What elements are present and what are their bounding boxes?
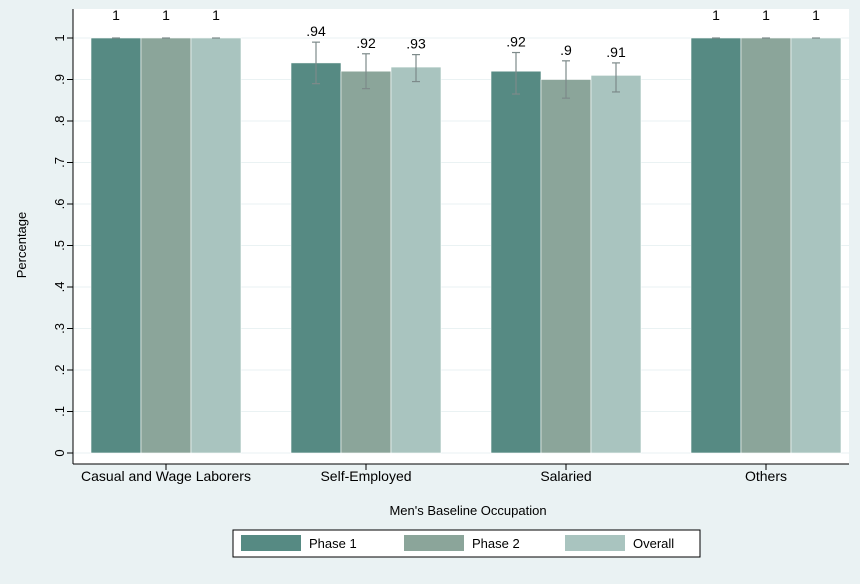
data-label: 1 — [212, 7, 220, 23]
error-bar — [612, 62, 620, 93]
y-axis-title: Percentage — [14, 212, 29, 279]
bar — [690, 37, 742, 454]
data-label: .91 — [606, 44, 626, 60]
legend-label: Overall — [633, 536, 674, 551]
bar — [790, 37, 842, 454]
bar — [590, 75, 642, 454]
error-bar — [412, 53, 420, 83]
data-label: 1 — [812, 7, 820, 23]
x-tick-label: Salaried — [540, 468, 591, 484]
data-label: 1 — [112, 7, 120, 23]
data-label: .9 — [560, 42, 572, 58]
data-label: .92 — [506, 34, 526, 50]
x-tick-label: Self-Employed — [320, 468, 411, 484]
x-axis: Casual and Wage Laborers Self-Employed Sal… — [73, 463, 849, 484]
legend-box — [232, 529, 701, 558]
y-tick-label: .9 — [52, 74, 67, 85]
bars — [90, 37, 842, 454]
error-bar — [362, 53, 370, 90]
error-bar — [512, 51, 520, 95]
legend: Phase 1 Phase 2 Overall — [232, 529, 701, 558]
data-label: .92 — [356, 35, 376, 51]
bar — [90, 37, 142, 454]
y-tick-label: .4 — [52, 282, 67, 293]
data-label: 1 — [762, 7, 770, 23]
y-tick-label: .7 — [52, 157, 67, 168]
y-tick-label: .3 — [52, 323, 67, 334]
bar — [290, 62, 342, 454]
error-bar — [312, 41, 320, 85]
y-tick-label: 0 — [52, 449, 67, 456]
data-label: 1 — [712, 7, 720, 23]
bar — [740, 37, 792, 454]
y-axis: 0 .1 .2 .3 .4 .5 .6 .7 .8 .9 1 — [52, 9, 74, 464]
legend-label: Phase 2 — [472, 536, 520, 551]
error-bar — [562, 60, 570, 99]
legend-swatch — [404, 535, 464, 551]
legend-swatch — [565, 535, 625, 551]
y-tick-label: .8 — [52, 116, 67, 127]
bar — [340, 70, 392, 454]
legend-swatch — [241, 535, 301, 551]
error-bars — [112, 37, 820, 99]
y-tick-label: .2 — [52, 365, 67, 376]
data-labels: 1 1 1 .94 .92 .93 .92 .9 .91 1 1 1 — [112, 7, 820, 60]
bar — [390, 66, 442, 454]
bar — [140, 37, 192, 454]
x-axis-title: Men's Baseline Occupation — [389, 503, 546, 518]
y-tick-label: .1 — [52, 406, 67, 417]
bar — [190, 37, 242, 454]
x-tick-label: Casual and Wage Laborers — [81, 468, 251, 484]
legend-label: Phase 1 — [309, 536, 357, 551]
y-tick-label: .6 — [52, 199, 67, 210]
bar — [540, 79, 592, 454]
y-tick-label: 1 — [52, 34, 67, 41]
data-label: 1 — [162, 7, 170, 23]
x-tick-label: Others — [745, 468, 787, 484]
bar — [490, 70, 542, 454]
data-label: .94 — [306, 23, 326, 39]
y-tick-label: .5 — [52, 240, 67, 251]
data-label: .93 — [406, 36, 426, 52]
